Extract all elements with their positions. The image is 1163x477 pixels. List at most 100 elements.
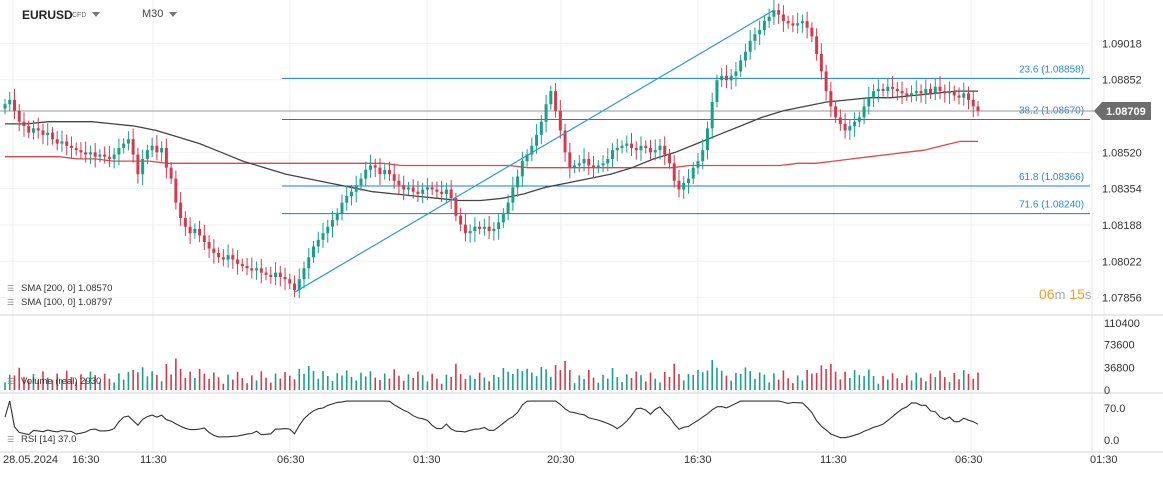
volume-bar bbox=[621, 382, 623, 390]
candle-body bbox=[710, 102, 714, 129]
fib-level-label: 23.6 (1.08858) bbox=[1019, 64, 1084, 75]
candle-body bbox=[316, 239, 320, 247]
candle-body bbox=[397, 180, 401, 186]
volume-bar bbox=[578, 375, 581, 390]
candle-body bbox=[60, 141, 64, 144]
volume-bar bbox=[474, 379, 476, 390]
candle-body bbox=[430, 187, 434, 190]
volume-bar bbox=[711, 359, 714, 390]
timeframe-selector[interactable]: M30 bbox=[142, 8, 164, 20]
volume-bar bbox=[512, 373, 514, 390]
countdown-minutes: 06 bbox=[1039, 286, 1055, 302]
volume-bar bbox=[421, 375, 424, 390]
volume-bar bbox=[469, 375, 471, 390]
volume-bar bbox=[882, 375, 884, 390]
candle-body bbox=[41, 130, 45, 135]
candle-body bbox=[93, 152, 97, 157]
volume-bar bbox=[170, 374, 172, 390]
volume-bar bbox=[32, 374, 35, 390]
volume-bar bbox=[934, 377, 937, 390]
settings-icon[interactable]: ☰ bbox=[7, 284, 15, 293]
volume-tick-label: 0 bbox=[1104, 385, 1110, 397]
settings-icon[interactable]: ☰ bbox=[7, 298, 15, 307]
volume-bar bbox=[194, 377, 196, 390]
volume-bar bbox=[303, 373, 305, 390]
candle-body bbox=[881, 88, 885, 92]
candle-body bbox=[55, 139, 59, 144]
volume-tick-label: 73600 bbox=[1104, 340, 1135, 352]
x-tick-label: 28.05.2024 bbox=[3, 454, 58, 466]
volume-bar bbox=[540, 366, 543, 390]
volume-bar bbox=[630, 377, 633, 390]
symbol-label[interactable]: EURUSD bbox=[22, 8, 73, 22]
candle-body bbox=[193, 228, 197, 234]
candle-body bbox=[74, 147, 78, 151]
volume-bar bbox=[8, 374, 11, 390]
candle-body bbox=[701, 150, 705, 162]
volume-bar bbox=[213, 372, 215, 390]
candle-body bbox=[933, 86, 937, 94]
candle-body bbox=[402, 185, 406, 190]
candle-body bbox=[592, 165, 596, 168]
candle-body bbox=[12, 99, 16, 111]
volume-bar bbox=[768, 382, 770, 390]
candle-body bbox=[535, 134, 539, 146]
volume-bar bbox=[896, 378, 899, 390]
volume-bar bbox=[122, 379, 125, 390]
volume-bar bbox=[307, 366, 310, 390]
volume-bar bbox=[455, 363, 457, 390]
volume-legend[interactable]: Volume (real) 2930 bbox=[21, 376, 102, 387]
candle-body bbox=[501, 213, 505, 223]
candle-body bbox=[905, 93, 909, 96]
volume-bar bbox=[535, 376, 538, 390]
candle-body bbox=[582, 158, 586, 164]
chevron-down-icon[interactable] bbox=[92, 12, 100, 17]
volume-bar bbox=[649, 372, 652, 390]
instrument-type-label: CFD bbox=[72, 12, 87, 19]
candle-body bbox=[231, 255, 235, 260]
candle-body bbox=[368, 165, 372, 170]
candle-body bbox=[948, 91, 952, 94]
volume-bar bbox=[891, 373, 894, 390]
rsi-legend[interactable]: RSI [14] 37.0 bbox=[21, 434, 77, 445]
candle-body bbox=[587, 158, 591, 166]
volume-bar bbox=[901, 383, 903, 390]
candle-body bbox=[326, 226, 330, 234]
candle-body bbox=[639, 145, 643, 151]
volume-bar bbox=[184, 377, 187, 390]
volume-bar bbox=[426, 381, 429, 390]
volume-bar bbox=[388, 378, 391, 390]
volume-bar bbox=[260, 371, 263, 390]
candle-body bbox=[136, 154, 140, 175]
candle-body bbox=[549, 91, 553, 105]
candle-body bbox=[743, 51, 747, 61]
settings-icon[interactable]: ☰ bbox=[7, 435, 15, 444]
chevron-down-icon[interactable] bbox=[169, 12, 177, 17]
volume-bar bbox=[298, 368, 301, 390]
candle-body bbox=[236, 259, 240, 264]
candle-body bbox=[834, 106, 838, 118]
candle-body bbox=[98, 154, 102, 157]
volume-bar bbox=[13, 375, 16, 390]
sma200-legend[interactable]: SMA [200, 0] 1.08570 bbox=[21, 283, 113, 294]
sma100-legend[interactable]: SMA [100, 0] 1.08797 bbox=[21, 297, 113, 308]
candle-body bbox=[107, 156, 111, 159]
candle-body bbox=[900, 91, 904, 94]
settings-icon[interactable]: ☰ bbox=[7, 377, 15, 386]
candle-body bbox=[511, 187, 515, 203]
volume-bar bbox=[754, 378, 756, 390]
volume-bar bbox=[796, 375, 799, 390]
volume-bar bbox=[844, 371, 846, 390]
candle-body bbox=[250, 268, 254, 271]
candle-body bbox=[615, 147, 619, 151]
candle-body bbox=[179, 202, 183, 218]
candle-body bbox=[259, 268, 263, 273]
candle-body bbox=[720, 75, 724, 81]
volume-bar bbox=[744, 367, 747, 390]
candle-body bbox=[929, 88, 933, 94]
candle-body bbox=[425, 187, 429, 190]
volume-bar bbox=[322, 371, 324, 390]
y-tick-label: 1.08354 bbox=[1102, 184, 1142, 196]
